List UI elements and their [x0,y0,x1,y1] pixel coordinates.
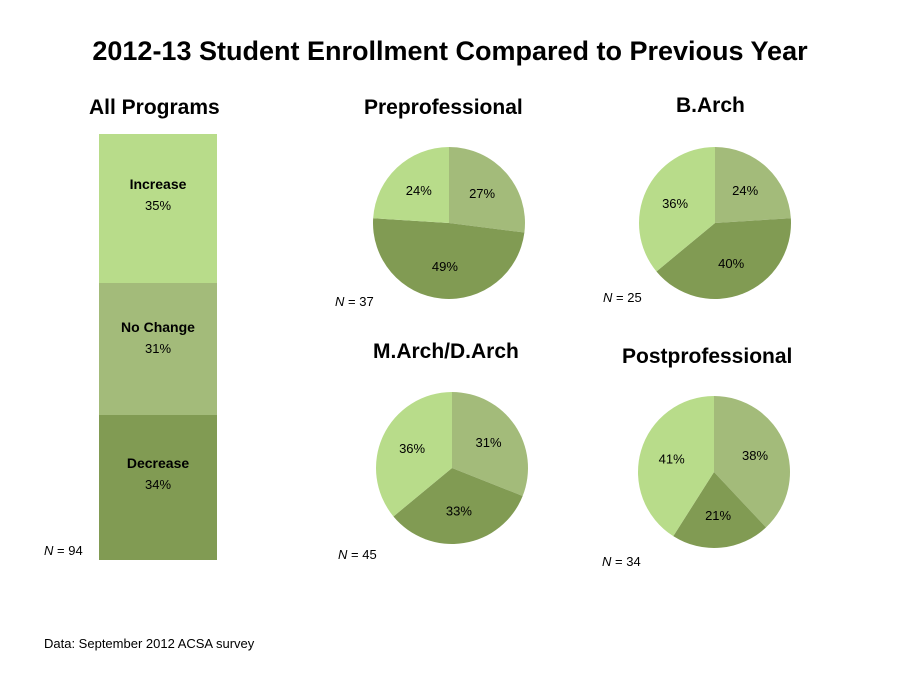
postprofessional-label-decrease: 21% [705,508,731,523]
bar-label-decrease: Decrease [126,455,190,472]
barch-pie: 24% 40% 36% [639,147,791,299]
bar-segment-decrease [99,415,217,560]
postprofessional-title: Postprofessional [622,345,793,368]
preprofessional-label-no-change: 27% [469,186,495,201]
preprofessional-slice-no-change [449,147,525,233]
preprofessional-label-increase: 24% [406,183,432,198]
m-arch-d-arch-label-increase: 36% [399,441,425,456]
preprofessional-slice-decrease [373,218,525,299]
b-arch-label-increase: 36% [662,196,688,211]
m-arch-d-arch-slice-decrease [393,468,523,544]
bar-value-no-change: 31% [144,340,172,356]
m-arch-d-arch-label-no-change: 31% [475,435,501,450]
march-darch-title: M.Arch/D.Arch [373,340,519,363]
postprofessional-n: N = 34 [602,554,641,569]
bar-value-increase: 35% [144,197,172,213]
postprofessional-slice-no-change [714,396,791,528]
m-arch-d-arch-slice-increase [376,392,452,517]
m-arch-d-arch-label-decrease: 33% [446,504,472,519]
preprofessional-slice-increase [373,147,449,223]
preprofessional-pie: 27% 49% 24% [373,147,525,299]
postprofessional-pie: 38% 21% 41% [638,396,791,549]
barch-n: N = 25 [603,290,642,305]
bar-segment-no-change [99,283,217,416]
b-arch-label-decrease: 40% [718,256,744,271]
preprofessional-n: N = 37 [335,294,374,309]
bar-label-no-change: No Change [121,318,195,335]
postprofessional-slice-increase [638,396,714,537]
march-darch-n: N = 45 [338,547,377,562]
postprofessional-slice-decrease [673,472,767,549]
preprofessional-title: Preprofessional [364,96,523,119]
all-programs-title: All Programs [89,96,220,119]
chart-main-title: 2012-13 Student Enrollment Compared to P… [92,36,808,66]
march-darch-pie: 31% 33% 36% [376,392,528,544]
b-arch-slice-decrease [656,218,791,299]
barch-title: B.Arch [676,94,745,117]
b-arch-slice-increase [639,147,715,272]
b-arch-label-no-change: 24% [732,183,758,198]
preprofessional-label-decrease: 49% [432,259,458,274]
bar-label-increase: Increase [129,175,187,192]
source-note: Data: September 2012 ACSA survey [44,636,255,651]
bar-segment-increase [99,134,217,284]
postprofessional-label-increase: 41% [659,452,685,467]
m-arch-d-arch-slice-no-change [452,392,528,496]
b-arch-slice-no-change [715,147,791,223]
all-programs-n: N = 94 [44,543,83,558]
bar-value-decrease: 34% [144,477,172,493]
postprofessional-label-no-change: 38% [742,448,768,463]
